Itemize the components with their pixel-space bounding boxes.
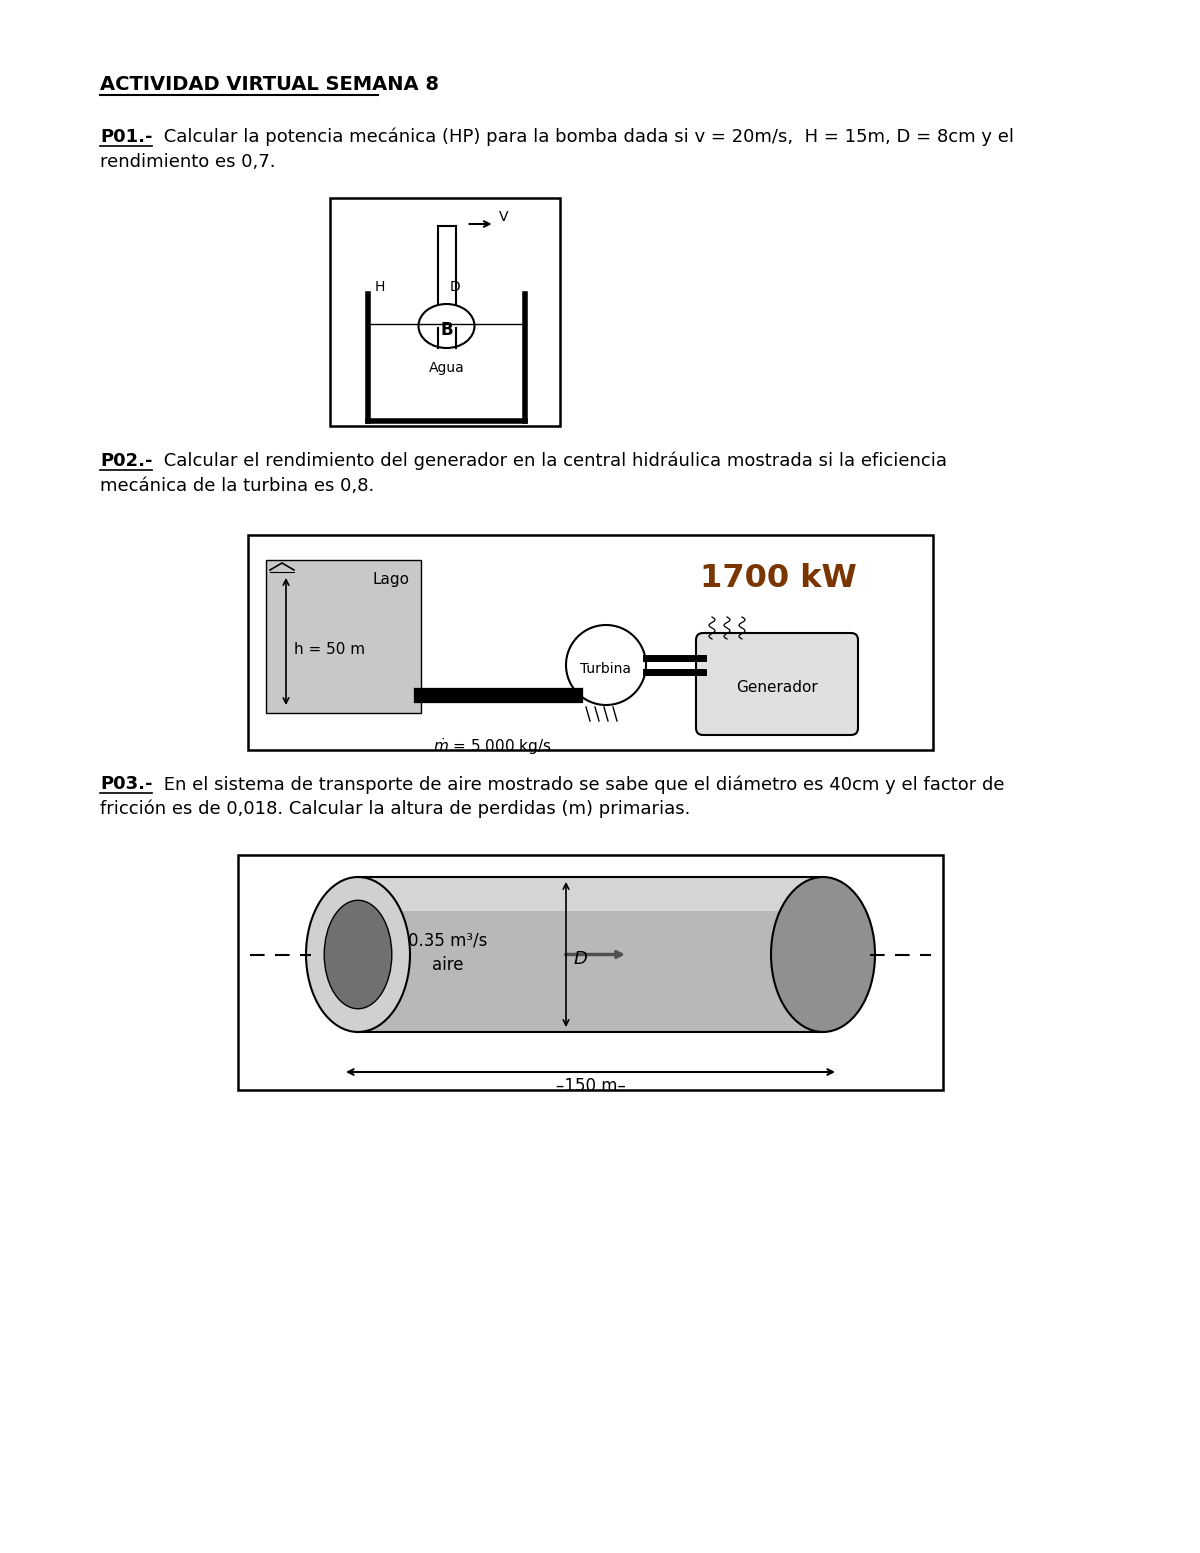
Bar [358, 877, 823, 1033]
Text: P01.-: P01.- [100, 127, 152, 146]
Text: rendimiento es 0,7.: rendimiento es 0,7. [100, 154, 276, 171]
Text: Generador: Generador [736, 680, 818, 696]
Circle shape [566, 624, 646, 705]
Text: D: D [574, 950, 588, 969]
Text: ACTIVIDAD VIRTUAL SEMANA 8: ACTIVIDAD VIRTUAL SEMANA 8 [100, 75, 439, 95]
Text: V: V [498, 210, 508, 224]
Bar [248, 534, 934, 750]
Text: aire: aire [432, 955, 463, 974]
Text: 1700 kW: 1700 kW [700, 564, 857, 593]
Text: P03.-: P03.- [100, 775, 152, 794]
Text: B: B [440, 321, 452, 339]
Text: Calcular la potencia mecánica (HP) para la bomba dada si v = 20m/s,  H = 15m, D : Calcular la potencia mecánica (HP) para … [158, 127, 1014, 146]
Ellipse shape [419, 304, 474, 348]
Text: Agua: Agua [428, 360, 464, 374]
Bar [266, 561, 421, 713]
Text: –150 m–: –150 m– [556, 1076, 625, 1095]
Text: Lago: Lago [372, 572, 409, 587]
Bar [330, 197, 560, 426]
Ellipse shape [306, 877, 410, 1033]
Text: En el sistema de transporte de aire mostrado se sabe que el diámetro es 40cm y e: En el sistema de transporte de aire most… [158, 775, 1004, 794]
Text: Calcular el rendimiento del generador en la central hidráulica mostrada si la ef: Calcular el rendimiento del generador en… [158, 452, 947, 471]
Text: Turbina: Turbina [581, 662, 631, 676]
Text: mecánica de la turbina es 0,8.: mecánica de la turbina es 0,8. [100, 477, 374, 495]
Text: fricción es de 0,018. Calcular la altura de perdidas (m) primarias.: fricción es de 0,018. Calcular la altura… [100, 800, 690, 818]
Text: h = 50 m: h = 50 m [294, 641, 365, 657]
Bar [238, 856, 943, 1090]
Ellipse shape [772, 877, 875, 1033]
Text: 0.35 m³/s: 0.35 m³/s [408, 932, 487, 949]
Text: D: D [450, 280, 461, 294]
Ellipse shape [324, 901, 391, 1009]
Text: $\dot{m}$ = 5 000 kg/s: $\dot{m}$ = 5 000 kg/s [433, 736, 552, 756]
FancyBboxPatch shape [696, 634, 858, 735]
Bar [358, 877, 823, 912]
Text: H: H [374, 280, 385, 294]
Text: P02.-: P02.- [100, 452, 152, 471]
